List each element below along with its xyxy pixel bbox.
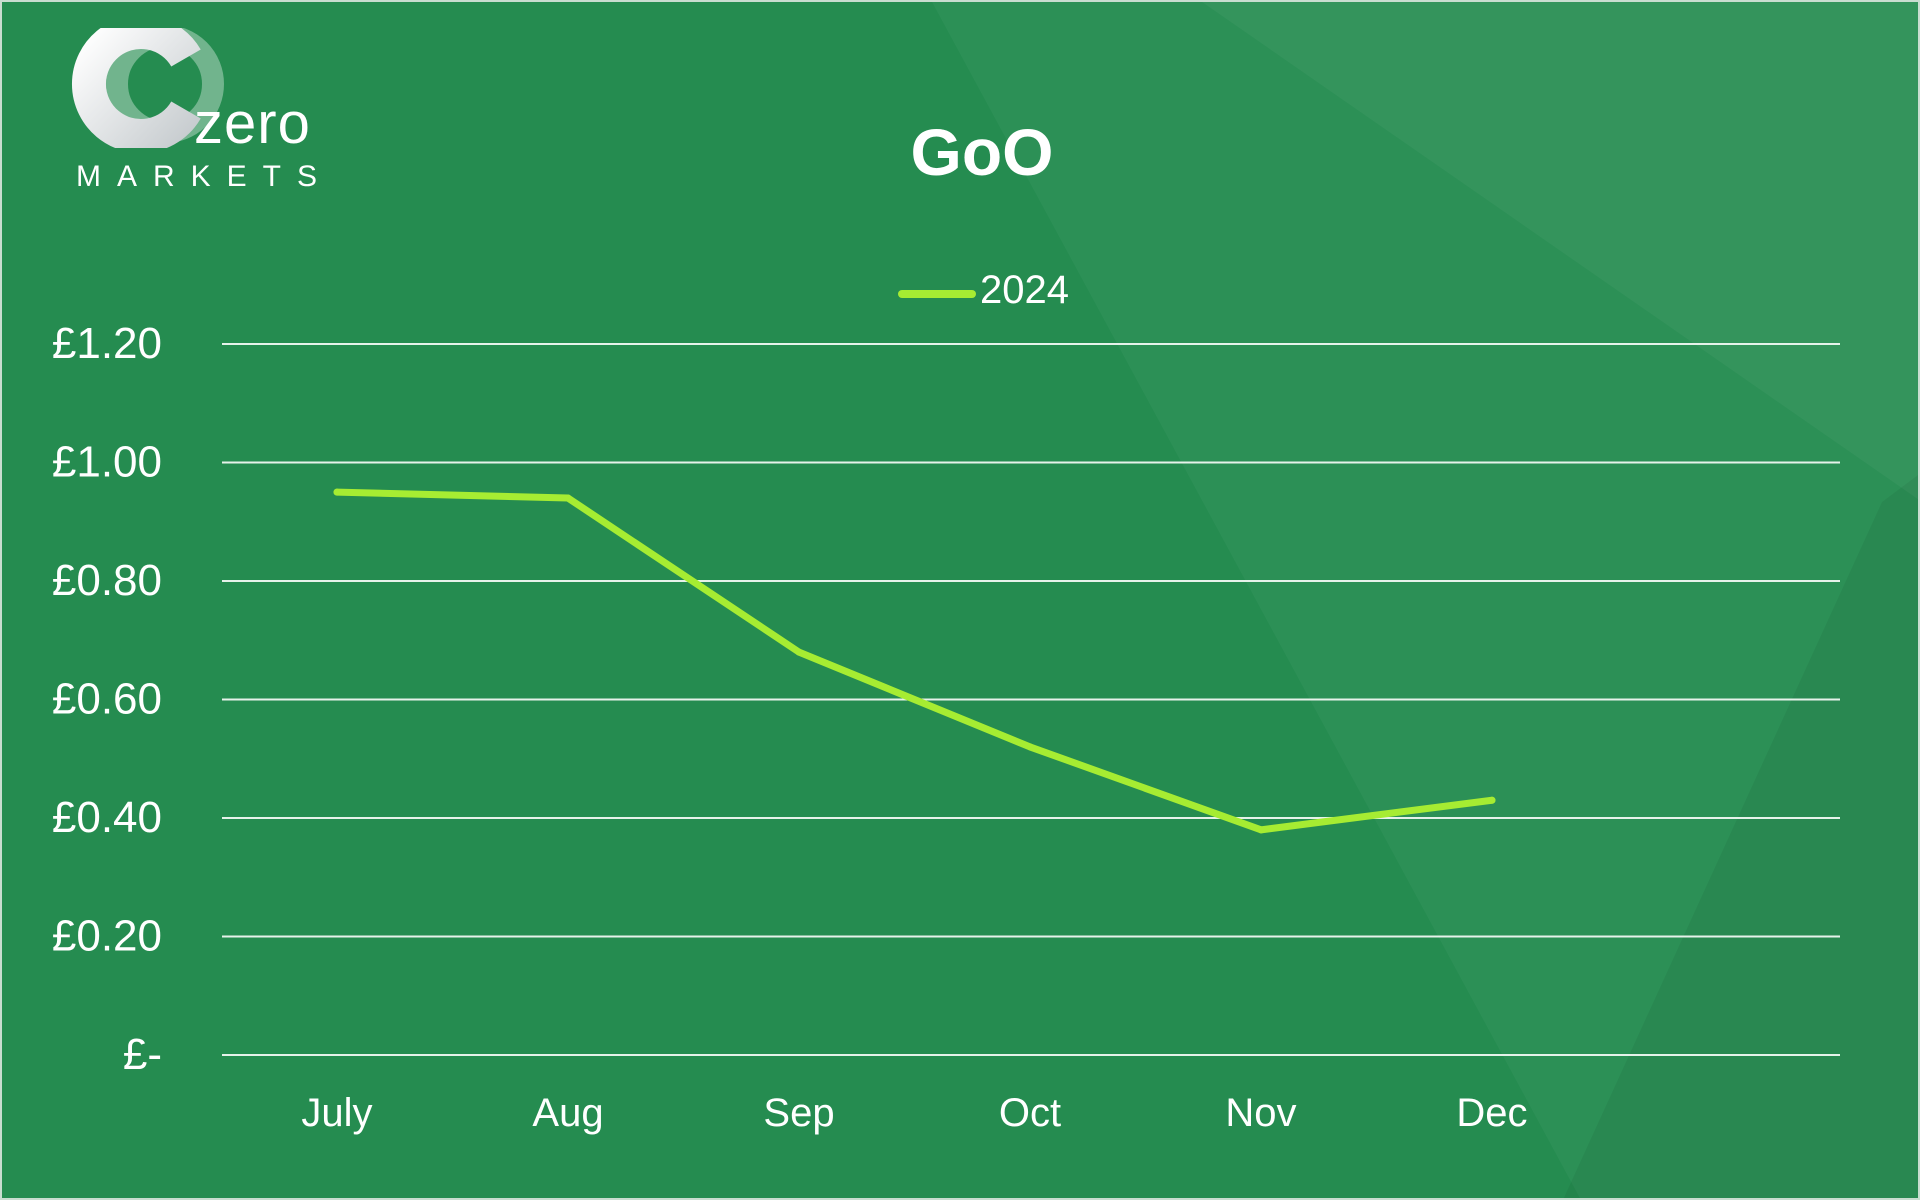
legend-swatch (898, 290, 976, 298)
y-tick-label: £0.60 (52, 675, 162, 724)
data-point (1026, 743, 1034, 751)
x-tick-label: Oct (999, 1091, 1061, 1135)
x-tick-label: Nov (1225, 1091, 1296, 1135)
x-tick-label: Sep (763, 1091, 834, 1135)
data-point (1488, 796, 1496, 804)
company-logo: zero MARKETS (50, 28, 350, 198)
logo-subtitle: MARKETS (76, 160, 334, 193)
x-tick-label: Dec (1456, 1091, 1527, 1135)
x-tick-label: July (301, 1091, 372, 1135)
series-line (333, 488, 1496, 834)
chart-title: GoO (910, 115, 1054, 189)
legend-label: 2024 (980, 268, 1069, 312)
logo-mark-icon (71, 28, 224, 148)
y-tick-label: £1.20 (52, 319, 162, 368)
logo-wordmark: zero (194, 91, 311, 156)
y-tick-label: £0.80 (52, 556, 162, 605)
y-tick-label: £1.00 (52, 438, 162, 487)
data-point (333, 488, 341, 496)
data-point (564, 494, 572, 502)
y-tick-label: £0.20 (52, 912, 162, 961)
data-point (795, 648, 803, 656)
x-tick-label: Aug (532, 1091, 603, 1135)
y-tick-label: £0.40 (52, 793, 162, 842)
data-point (1257, 826, 1265, 834)
y-tick-label: £- (123, 1030, 162, 1079)
